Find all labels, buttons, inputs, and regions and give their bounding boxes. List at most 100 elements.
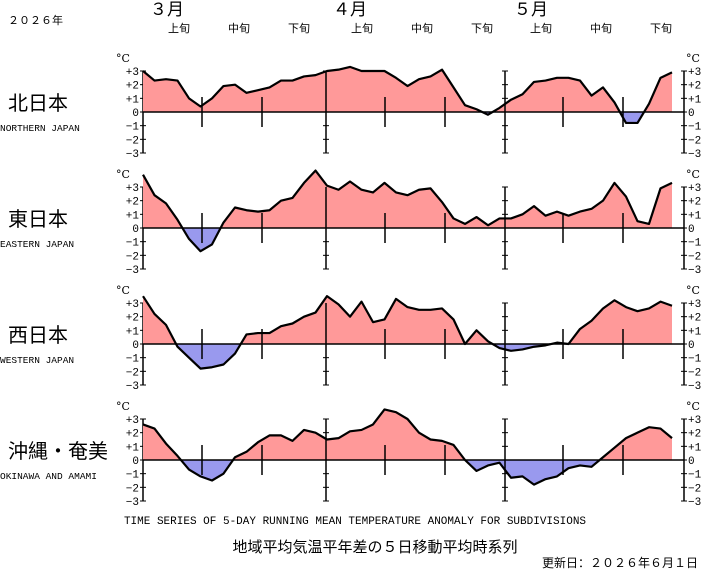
y-tick-label: +2 [688,197,701,209]
decade-label: 中旬 [590,22,612,35]
caption-ja: 地域平均気温平年差の５日移動平均時系列 [232,538,517,556]
decade-label: 上旬 [168,22,190,35]
y-tick-label: −1 [126,238,140,250]
y-tick-label: +3 [126,415,139,427]
decade-label: 上旬 [530,22,552,35]
unit-label: °C [686,400,700,413]
y-tick-label: +1 [688,442,702,454]
y-tick-label: −1 [688,470,702,482]
unit-label: °C [116,400,130,413]
unit-label: °C [116,52,130,65]
y-tick-label: +3 [126,299,139,311]
y-tick-label: 0 [688,456,695,468]
y-tick-label: +2 [126,429,139,441]
y-tick-label: 0 [132,108,139,120]
y-tick-label: −3 [126,265,139,277]
y-tick-label: +1 [126,326,140,338]
positive-area [143,296,672,344]
positive-area [143,409,672,460]
y-tick-label: −1 [126,122,140,134]
region-name-en: OKINAWA AND AMAMI [0,471,97,482]
decade-label: 上旬 [351,22,373,35]
decade-label: 中旬 [411,22,433,35]
y-tick-label: +1 [126,94,140,106]
decade-label: 中旬 [228,22,250,35]
month-label: ４月 [333,0,367,20]
unit-label: °C [116,284,130,297]
y-tick-label: +3 [126,183,139,195]
y-tick-label: +3 [688,415,701,427]
y-tick-label: 0 [132,340,139,352]
y-tick-label: −1 [688,354,702,366]
y-tick-label: +3 [126,67,139,79]
negative-area [143,460,672,485]
y-tick-label: −3 [688,497,701,509]
y-tick-label: +2 [688,81,701,93]
unit-label: °C [686,284,700,297]
y-tick-label: −2 [688,251,701,263]
y-tick-label: +2 [126,313,139,325]
y-tick-label: −2 [688,135,701,147]
y-tick-label: −2 [126,367,139,379]
y-tick-label: +1 [126,210,140,222]
caption-en: TIME SERIES OF 5-DAY RUNNING MEAN TEMPER… [124,516,586,528]
month-label: ５月 [514,0,548,20]
region-name: 西日本 [8,323,68,347]
y-tick-label: +3 [688,299,701,311]
y-tick-label: −2 [688,367,701,379]
y-tick-label: +1 [126,442,140,454]
positive-area [143,66,672,112]
y-tick-label: 0 [688,340,695,352]
unit-label: °C [686,168,700,181]
y-tick-label: −3 [126,497,139,509]
y-tick-label: −1 [126,470,140,482]
region-name-en: NORTHERN JAPAN [0,123,80,134]
y-tick-label: −1 [688,122,702,134]
y-tick-label: +3 [688,183,701,195]
y-tick-label: +2 [126,197,139,209]
y-tick-label: 0 [132,224,139,236]
unit-label: °C [686,52,700,65]
y-tick-label: −3 [688,265,701,277]
y-tick-label: +1 [688,326,702,338]
decade-label: 下旬 [650,22,672,35]
y-tick-label: 0 [132,456,139,468]
negative-area [143,228,672,252]
decade-label: 下旬 [288,22,310,35]
y-tick-label: +1 [688,94,702,106]
y-tick-label: −1 [688,238,702,250]
y-tick-label: −3 [126,381,139,393]
region-name: 沖縄・奄美 [8,439,108,463]
region-name: 東日本 [8,207,68,231]
y-tick-label: −3 [126,149,139,161]
year-label: ２０２６年 [8,13,63,28]
updated-date: 更新日：２０２６年６月１日 [542,555,698,570]
anomaly-line [142,65,673,125]
y-tick-label: −2 [126,483,139,495]
y-tick-label: +1 [688,210,702,222]
y-tick-label: +2 [126,81,139,93]
anomaly-line [142,295,673,370]
region-name-en: EASTERN JAPAN [0,239,74,250]
y-tick-label: −3 [688,149,701,161]
region-name: 北日本 [8,91,68,115]
decade-label: 下旬 [471,22,493,35]
positive-area [143,170,672,228]
y-tick-label: +2 [688,429,701,441]
y-tick-label: −1 [126,354,140,366]
month-label: ３月 [150,0,184,20]
anomaly-line [142,408,673,486]
region-name-en: WESTERN JAPAN [0,355,74,366]
y-tick-label: −2 [126,135,139,147]
y-tick-label: +2 [688,313,701,325]
y-tick-label: 0 [688,108,695,120]
unit-label: °C [116,168,130,181]
y-tick-label: +3 [688,67,701,79]
anomaly-line [142,169,673,253]
y-tick-label: 0 [688,224,695,236]
y-tick-label: −2 [688,483,701,495]
negative-area [143,344,672,369]
y-tick-label: −3 [688,381,701,393]
y-tick-label: −2 [126,251,139,263]
